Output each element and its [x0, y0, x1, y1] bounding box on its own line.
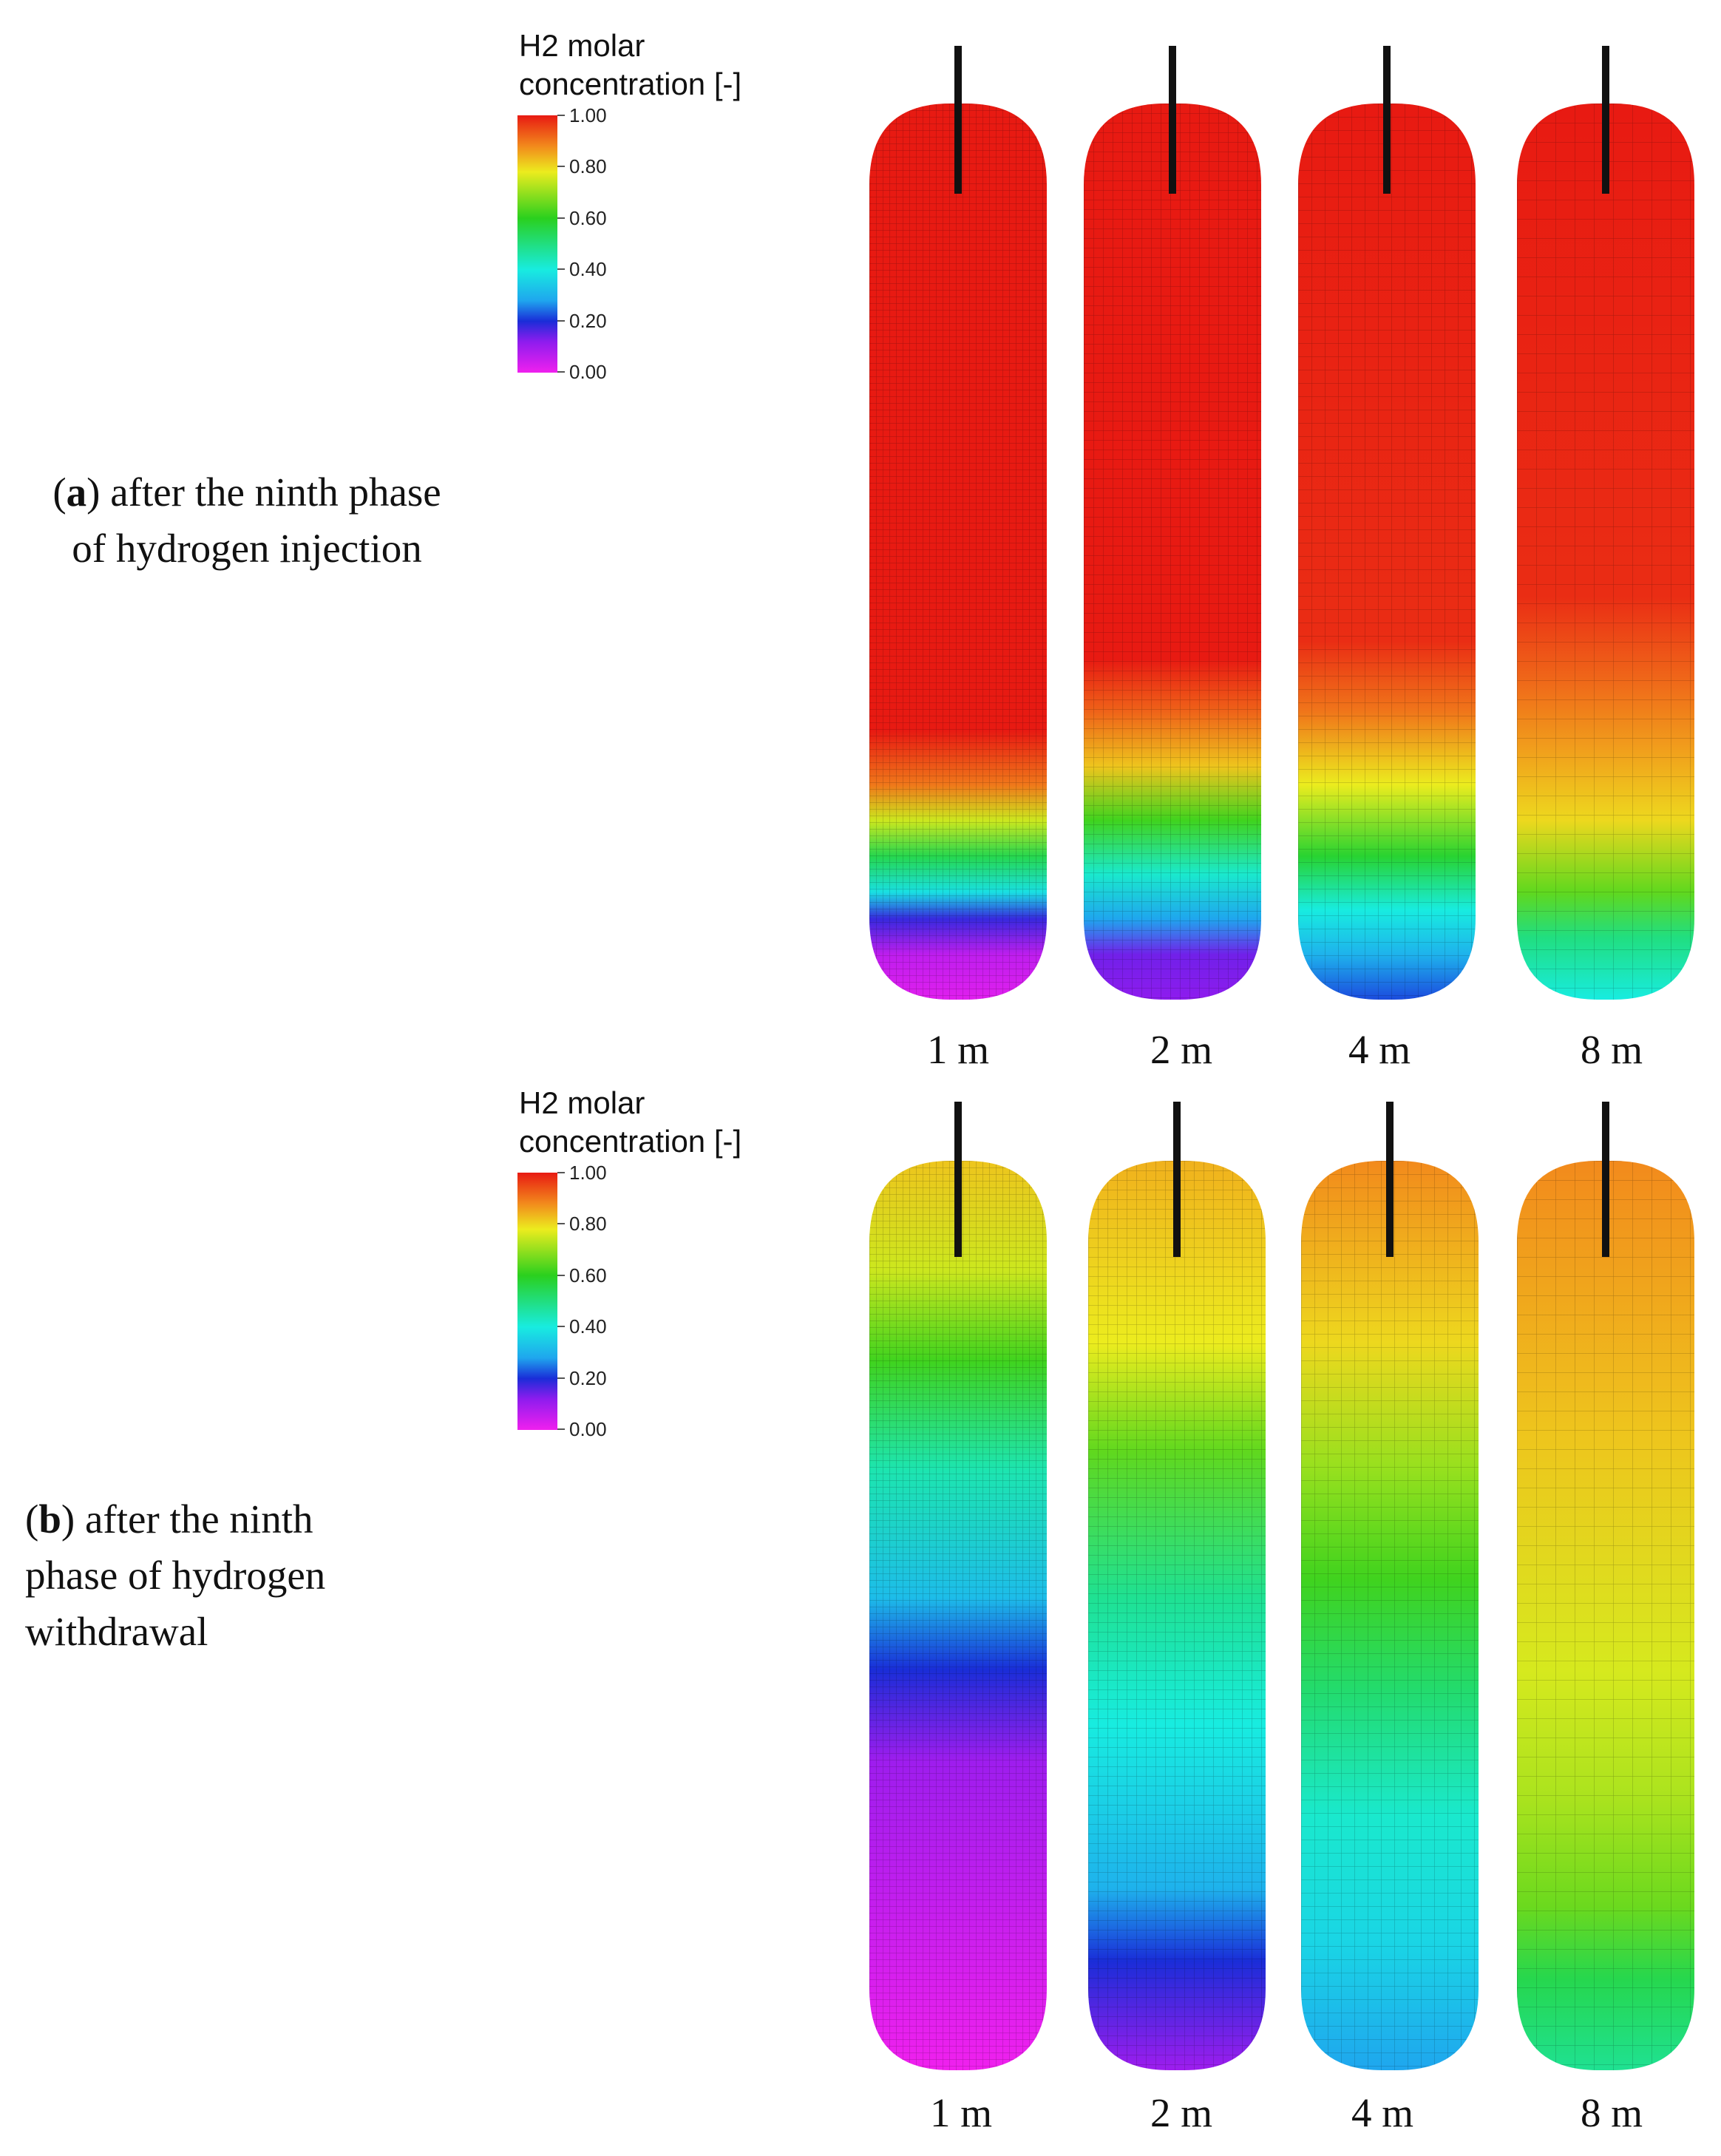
vessel-8m: [1517, 46, 1694, 1000]
vessel-diagram: [869, 46, 1694, 1000]
injection-pipe: [954, 1102, 962, 1257]
legend-tick: 0.80: [557, 1213, 646, 1235]
legend-title: H2 molar concentration [-]: [519, 28, 742, 101]
vessel-4m: [1301, 1102, 1479, 2070]
colorbar-legend: H2 molar concentration [-] 1.00 0.80 0.60…: [517, 1084, 828, 1440]
vessel-diagram: [869, 1102, 1694, 2070]
vessel-size-label: 8 m: [1580, 1027, 1643, 1072]
colorbar: [517, 115, 557, 373]
legend-tick: 0.20: [557, 1367, 646, 1389]
panel-letter: a: [66, 469, 87, 515]
panel-a: (a) after the ninth phase of hydrogen in…: [52, 27, 1694, 1072]
injection-pipe: [954, 46, 962, 194]
vessel-mesh-grid: [1517, 1161, 1694, 2070]
vessel-mesh-grid: [1517, 104, 1694, 1000]
vessel-mesh-grid: [869, 1161, 1047, 2070]
vessel-size-label: 4 m: [1348, 1027, 1411, 1072]
legend-tick: 0.00: [557, 1418, 646, 1440]
injection-pipe: [1386, 1102, 1394, 1257]
legend-tick: 1.00: [557, 104, 646, 126]
vessel-2m: [1084, 46, 1261, 1000]
vessel-1m: [869, 1102, 1047, 2070]
panel-caption: (a) after the ninth phase of hydrogen in…: [52, 469, 441, 571]
panel-letter: b: [38, 1496, 61, 1542]
vessel-mesh-grid: [1301, 1161, 1479, 2070]
legend-tick: 0.00: [557, 361, 646, 383]
injection-pipe: [1383, 46, 1391, 194]
legend-tick: 0.40: [557, 1315, 646, 1338]
legend-tick: 0.20: [557, 310, 646, 332]
vessel-size-label: 8 m: [1580, 2090, 1643, 2135]
vessel-1m: [869, 46, 1047, 1000]
injection-pipe: [1602, 1102, 1609, 1257]
legend-title: H2 molar concentration [-]: [519, 1085, 742, 1159]
injection-pipe: [1169, 46, 1176, 194]
legend-tick: 0.40: [557, 258, 646, 280]
vessel-size-label: 4 m: [1351, 2090, 1414, 2135]
vessel-size-label: 1 m: [929, 2090, 993, 2135]
vessel-mesh-grid: [869, 104, 1047, 1000]
legend-tick: 1.00: [557, 1162, 646, 1184]
legend-tick: 0.60: [557, 1264, 646, 1287]
legend-tick: 0.80: [557, 155, 646, 177]
vessel-size-label: 2 m: [1150, 1027, 1213, 1072]
legend-tick: 0.60: [557, 207, 646, 229]
vessel-2m: [1088, 1102, 1266, 2070]
vessel-8m: [1517, 1102, 1694, 2070]
panel-b: (b) after the ninth phase of hydrogen wi…: [0, 1079, 1721, 2156]
vessel-mesh-grid: [1084, 104, 1261, 1000]
vessel-mesh-grid: [1088, 1161, 1266, 2070]
injection-pipe: [1602, 46, 1609, 194]
panel-caption: (b) after the ninth phase of hydrogen wi…: [25, 1496, 326, 1654]
colorbar-legend: H2 molar concentration [-] 1.00 0.80 0.60…: [517, 27, 828, 383]
vessel-size-label: 2 m: [1150, 2090, 1213, 2135]
colorbar: [517, 1173, 557, 1430]
vessel-mesh-grid: [1298, 104, 1476, 1000]
injection-pipe: [1173, 1102, 1181, 1257]
vessel-size-label: 1 m: [926, 1027, 990, 1072]
vessel-4m: [1298, 46, 1476, 1000]
